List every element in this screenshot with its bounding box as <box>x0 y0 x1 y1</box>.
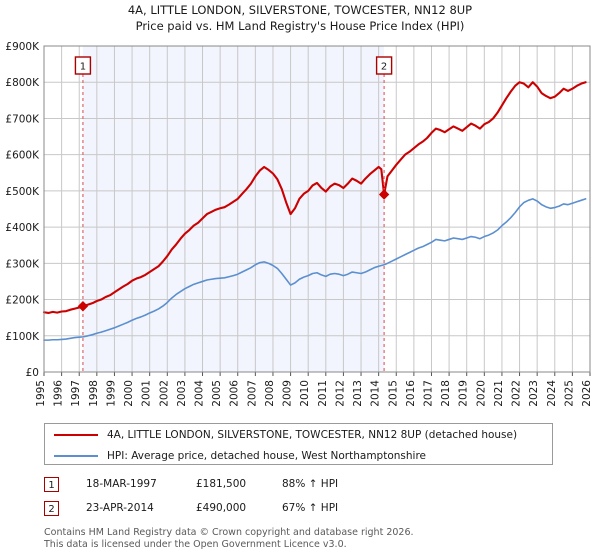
y-axis-tick-label: £0 <box>26 367 39 379</box>
sale-marker-1: 1 <box>44 476 59 492</box>
x-axis-tick-label: 1995 <box>35 380 47 407</box>
legend-swatch-hpi <box>54 455 98 457</box>
y-axis-tick-label: £300K <box>5 258 40 270</box>
sale-hpi-delta-2: 67% ↑ HPI <box>282 502 339 514</box>
x-axis-tick-label: 2013 <box>352 380 364 407</box>
y-axis-tick-label: £100K <box>5 331 40 343</box>
x-axis-tick-label: 2003 <box>176 380 188 407</box>
x-axis-tick-label: 2018 <box>440 380 452 407</box>
title-line-2: Price paid vs. HM Land Registry's House … <box>135 19 465 33</box>
x-axis-tick-label: 2024 <box>546 380 558 407</box>
x-axis-tick-label: 2019 <box>458 380 470 407</box>
sales-table: 1 18-MAR-1997 £181,500 88% ↑ HPI 2 23-AP… <box>44 472 564 520</box>
x-axis-tick-label: 2014 <box>370 380 382 407</box>
sale-date-1: 18-MAR-1997 <box>86 478 157 490</box>
x-axis-tick-label: 2008 <box>264 380 276 407</box>
table-row: 2 23-APR-2014 £490,000 67% ↑ HPI <box>44 496 564 520</box>
sale-point-marker[interactable] <box>378 189 390 200</box>
x-axis-tick-label: 1998 <box>88 380 100 407</box>
x-axis-tick-label: 2025 <box>563 380 575 407</box>
x-axis-tick-label: 2026 <box>581 380 593 407</box>
sale-marker-2: 2 <box>44 500 59 516</box>
series-line-property <box>42 81 587 315</box>
sale-date-2: 23-APR-2014 <box>86 502 154 514</box>
chart-legend: 4A, LITTLE LONDON, SILVERSTONE, TOWCESTE… <box>44 423 553 465</box>
x-axis-tick-label: 2015 <box>387 380 399 407</box>
x-axis-tick-label: 1999 <box>105 380 117 407</box>
attribution-footer: Contains HM Land Registry data © Crown c… <box>44 527 584 550</box>
y-axis-tick-label: £900K <box>5 41 40 53</box>
legend-label-property: 4A, LITTLE LONDON, SILVERSTONE, TOWCESTE… <box>107 429 518 441</box>
y-axis-tick-label: £500K <box>5 186 40 198</box>
x-axis-tick-label: 2004 <box>194 380 206 407</box>
sale-number-box[interactable] <box>375 56 393 75</box>
x-axis-tick-label: 1997 <box>70 380 82 407</box>
y-axis-tick-label: £200K <box>5 295 40 307</box>
y-axis-tick-label: £400K <box>5 222 40 234</box>
sale-point-marker[interactable] <box>77 301 89 312</box>
x-axis-tick-label: 2002 <box>158 380 170 407</box>
chart-svg: £0 £100K £200K £300K £400K £500K £600K £700K £80… <box>5 41 593 407</box>
x-axis-tick-label: 2010 <box>299 380 311 407</box>
legend-item-property: 4A, LITTLE LONDON, SILVERSTONE, TOWCESTE… <box>45 425 552 445</box>
y-axis-tick-label: £600K <box>5 150 40 162</box>
table-row: 1 18-MAR-1997 £181,500 88% ↑ HPI <box>44 472 564 496</box>
sale-number-label: 1 <box>80 62 86 73</box>
sale-price-2: £490,000 <box>196 502 247 514</box>
y-axis-tick-label: £700K <box>5 113 40 125</box>
x-axis-tick-label: 2021 <box>493 380 505 407</box>
x-axis-tick-label: 2023 <box>528 380 540 407</box>
page-title: 4A, LITTLE LONDON, SILVERSTONE, TOWCESTE… <box>0 2 600 34</box>
legend-swatch-property <box>54 434 98 436</box>
x-axis-tick-label: 2009 <box>282 380 294 407</box>
series-line-hpi <box>43 198 587 341</box>
x-axis-tick-label: 2007 <box>246 380 258 407</box>
x-axis-tick-label: 2017 <box>422 380 434 407</box>
x-axis-tick-label: 1996 <box>53 380 65 407</box>
x-axis-tick-label: 2012 <box>334 380 346 407</box>
footer-line-2: This data is licensed under the Open Gov… <box>44 538 347 550</box>
y-axis-tick-label: £800K <box>5 77 40 89</box>
x-axis-tick-label: 2011 <box>317 380 329 407</box>
sale-hpi-delta-1: 88% ↑ HPI <box>282 478 339 490</box>
price-history-chart: £0 £100K £200K £300K £400K £500K £600K £700K £80… <box>5 41 593 407</box>
x-axis-tick-label: 2020 <box>475 380 487 407</box>
x-axis-tick-label: 2016 <box>405 380 417 407</box>
title-line-1: 4A, LITTLE LONDON, SILVERSTONE, TOWCESTE… <box>127 3 473 17</box>
sale-price-1: £181,500 <box>196 478 247 490</box>
sale-number-box[interactable] <box>74 56 92 75</box>
x-axis-tick-label: 2006 <box>229 380 241 407</box>
legend-item-hpi: HPI: Average price, detached house, West… <box>45 446 552 466</box>
sale-number-label: 2 <box>381 62 387 73</box>
x-axis-tick-label: 2022 <box>511 380 523 407</box>
x-axis-tick-label: 2005 <box>211 380 223 407</box>
legend-label-hpi: HPI: Average price, detached house, West… <box>107 450 426 462</box>
footer-line-1: Contains HM Land Registry data © Crown c… <box>44 527 414 538</box>
x-axis-tick-label: 2001 <box>141 380 153 407</box>
x-axis-tick-label: 2000 <box>123 380 135 407</box>
